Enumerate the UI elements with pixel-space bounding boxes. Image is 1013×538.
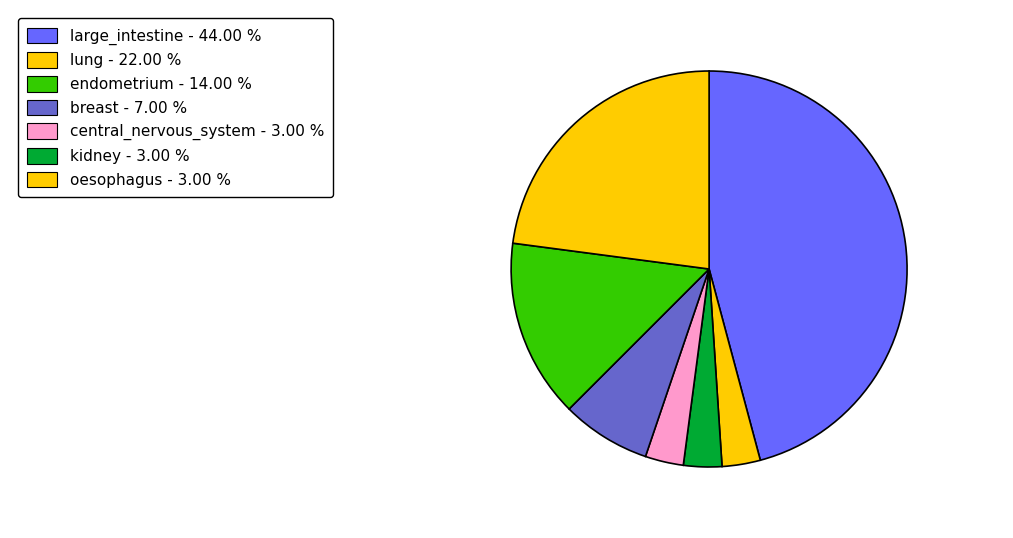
Legend: large_intestine - 44.00 %, lung - 22.00 %, endometrium - 14.00 %, breast - 7.00 : large_intestine - 44.00 %, lung - 22.00 … — [18, 18, 333, 197]
Wedge shape — [569, 269, 709, 456]
Wedge shape — [513, 71, 709, 269]
Wedge shape — [512, 243, 709, 409]
Wedge shape — [709, 71, 907, 460]
Wedge shape — [683, 269, 722, 467]
Wedge shape — [645, 269, 709, 465]
Wedge shape — [709, 269, 761, 466]
